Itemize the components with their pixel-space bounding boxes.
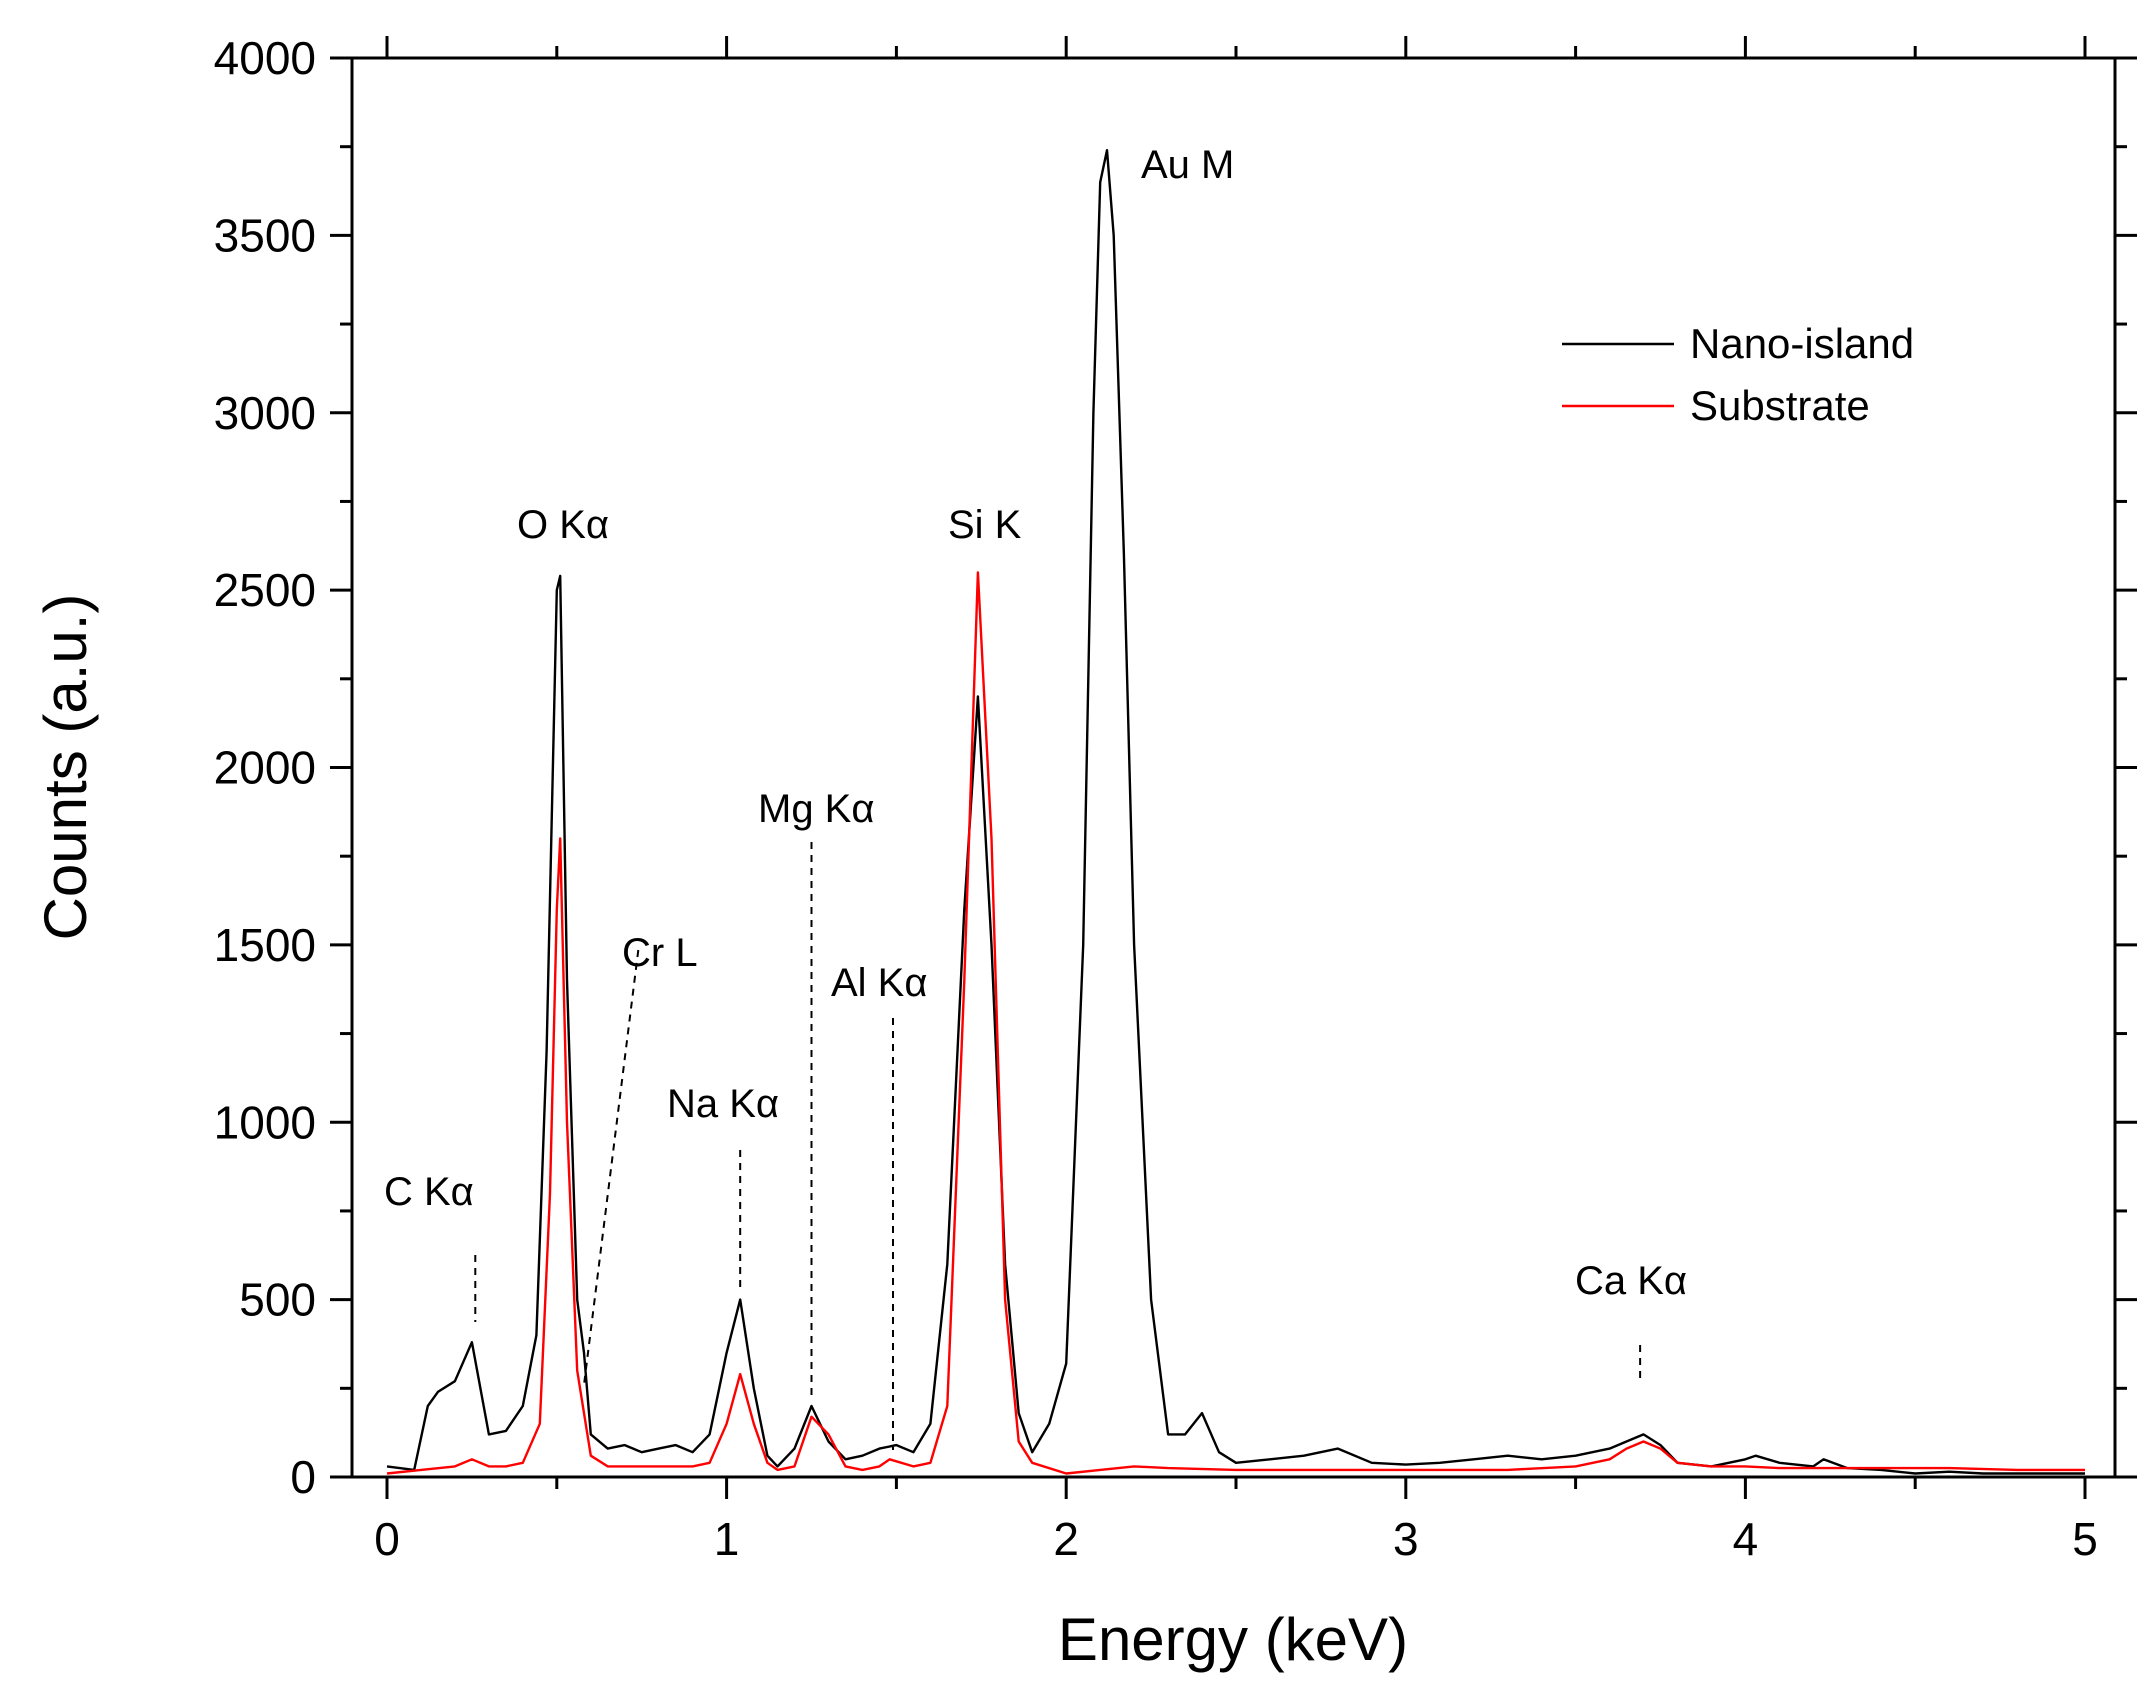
- annotation-si-k: Si K: [948, 503, 1022, 547]
- annotation-leaders: [474, 842, 1642, 1450]
- y-tick-label: 2500: [214, 564, 316, 616]
- y-tick-label: 1000: [214, 1096, 316, 1148]
- y-tick-label: 2000: [214, 742, 316, 794]
- x-tick-label: 4: [1733, 1513, 1759, 1565]
- x-tick-label: 0: [374, 1513, 400, 1565]
- annotation-c-ka: C Kα: [384, 1170, 474, 1214]
- series-line-nano-island: [386, 149, 2085, 1475]
- x-axis-title: Energy (keV): [1058, 1606, 1408, 1673]
- y-axis-title: Counts (a.u.): [32, 594, 99, 941]
- y-tick-label: 3000: [214, 387, 316, 439]
- x-tick-label: 5: [2072, 1513, 2098, 1565]
- annotation-ca-ka: Ca Kα: [1575, 1259, 1687, 1303]
- annotation-na-ka: Na Kα: [667, 1082, 779, 1126]
- annotation-al-ka: Al Kα: [831, 961, 927, 1005]
- y-tick-label: 0: [290, 1451, 316, 1503]
- leader-cr-l: [582, 949, 640, 1386]
- y-tick-label: 1500: [214, 919, 316, 971]
- annotation-cr-l: Cr L: [622, 931, 698, 975]
- x-tick-label: 1: [714, 1513, 740, 1565]
- series-layer: [386, 149, 2085, 1475]
- annotation-mg-ka: Mg Kα: [758, 787, 874, 831]
- annotation-au-m: Au M: [1141, 143, 1234, 187]
- legend-label-nano-island: Nano-island: [1690, 320, 1914, 367]
- legend: Nano-island Substrate: [1562, 320, 1914, 429]
- x-tick-label: 2: [1053, 1513, 1079, 1565]
- annotation-o-ka: O Kα: [517, 503, 609, 547]
- axis-ticks: 0 1 2 3 4 5 0 500 1000 1500 2000 2500 3000 3500 4000: [214, 32, 2137, 1565]
- x-tick-label: 3: [1393, 1513, 1419, 1565]
- y-tick-label: 4000: [214, 32, 316, 84]
- y-tick-label: 3500: [214, 209, 316, 261]
- y-tick-label: 500: [239, 1274, 316, 1326]
- series-line-substrate: [386, 571, 2085, 1475]
- legend-label-substrate: Substrate: [1690, 382, 1870, 429]
